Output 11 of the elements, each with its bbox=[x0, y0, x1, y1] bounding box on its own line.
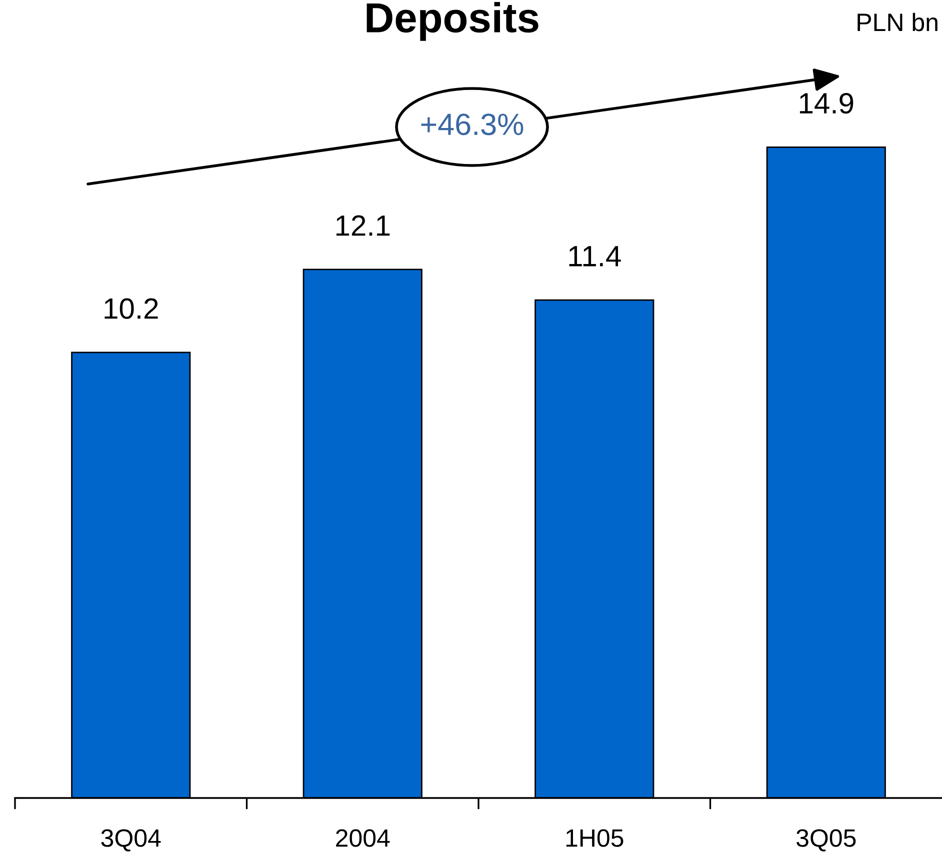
text: +46.3% bbox=[421, 114, 524, 136]
x-tick-label: 2004 bbox=[336, 829, 390, 847]
data-label: 12.1 bbox=[336, 215, 390, 236]
x-tick-label: 3Q04 bbox=[101, 829, 161, 852]
x-tick-label: 1H05 bbox=[566, 829, 624, 847]
data-label: 14.9 bbox=[800, 92, 854, 114]
data-label: 11.4 bbox=[569, 246, 621, 266]
x-tick-label: 3Q05 bbox=[796, 829, 856, 852]
data-label: 10.2 bbox=[104, 298, 158, 319]
chart-title: Deposits bbox=[366, 2, 538, 41]
y-axis-title: PLN bn bbox=[858, 12, 938, 32]
